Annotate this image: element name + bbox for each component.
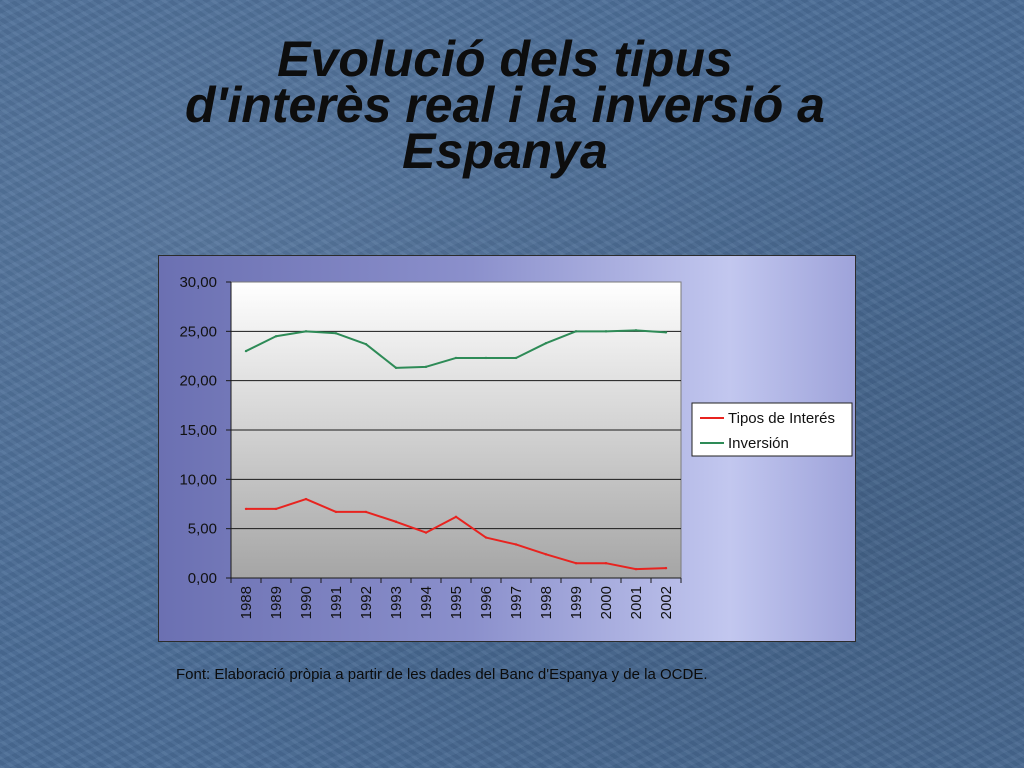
y-tick-label: 15,00: [179, 422, 217, 439]
data-point: [514, 356, 518, 360]
y-tick-label: 20,00: [179, 373, 217, 390]
line-chart: 0,00 5,00 10,00 15,00 20,00 25,00 30,00 1988 198…: [179, 274, 853, 619]
data-point: [544, 553, 548, 556]
y-tick-label: 5,00: [188, 521, 217, 538]
data-point: [244, 349, 248, 353]
x-tick-label: 1988: [238, 586, 255, 619]
slide-title-line-1: Evolució dels tipus: [277, 31, 733, 87]
data-point: [604, 330, 608, 333]
data-point: [454, 515, 458, 519]
x-tick-label: 1990: [298, 586, 315, 619]
x-tick-label: 1991: [328, 586, 345, 619]
data-point: [544, 341, 548, 345]
data-point: [334, 332, 338, 335]
data-point: [664, 331, 668, 334]
x-tick-label: 2000: [598, 586, 615, 619]
slide-title-line-3: Espanya: [402, 123, 608, 179]
y-tick-label: 10,00: [179, 471, 217, 488]
data-point: [274, 507, 278, 511]
data-point: [484, 356, 488, 360]
data-point: [634, 567, 638, 571]
slide-title-line-2: d'interès real i la inversió a: [185, 77, 825, 133]
y-tick-label: 0,00: [188, 570, 217, 587]
slide-title: Evolució dels tipus d'interès real i la …: [100, 31, 910, 179]
data-point: [364, 510, 368, 514]
x-tick-label: 1998: [538, 586, 555, 619]
x-tick-label: 1993: [388, 586, 405, 619]
data-point: [424, 531, 428, 534]
chart-frame: 0,00 5,00 10,00 15,00 20,00 25,00 30,00 1988 198…: [158, 255, 856, 642]
data-point: [574, 330, 578, 333]
data-point: [484, 536, 488, 539]
data-point: [244, 507, 248, 511]
x-tick-label: 1996: [478, 586, 495, 619]
data-point: [454, 356, 458, 360]
data-point: [634, 329, 638, 332]
x-tick-label: 1997: [508, 586, 525, 619]
data-point: [514, 543, 518, 546]
data-point: [274, 335, 278, 338]
data-point: [394, 366, 398, 370]
legend-box: [691, 402, 853, 457]
y-tick-label: 25,00: [179, 323, 217, 340]
x-tick-label: 1994: [418, 586, 435, 619]
y-tick-label: 30,00: [179, 274, 217, 291]
data-point: [304, 330, 308, 333]
x-tick-label: 1989: [268, 586, 285, 619]
data-point: [304, 497, 308, 501]
source-note: Font: Elaboració pròpia a partir de les …: [176, 666, 708, 683]
x-tick-label: 2002: [658, 586, 675, 619]
data-point: [334, 510, 338, 514]
data-point: [574, 562, 578, 565]
data-point: [394, 520, 398, 523]
data-point: [604, 562, 608, 565]
x-tick-label: 1992: [358, 586, 375, 619]
x-tick-label: 2001: [628, 586, 645, 619]
x-tick-label: 1999: [568, 586, 585, 619]
data-point: [664, 566, 668, 570]
x-tick-label: 1995: [448, 586, 465, 619]
data-point: [424, 365, 428, 369]
legend-label-1: Tipos de Interés: [728, 410, 835, 427]
legend-label-2: Inversión: [728, 435, 789, 452]
data-point: [364, 342, 368, 346]
